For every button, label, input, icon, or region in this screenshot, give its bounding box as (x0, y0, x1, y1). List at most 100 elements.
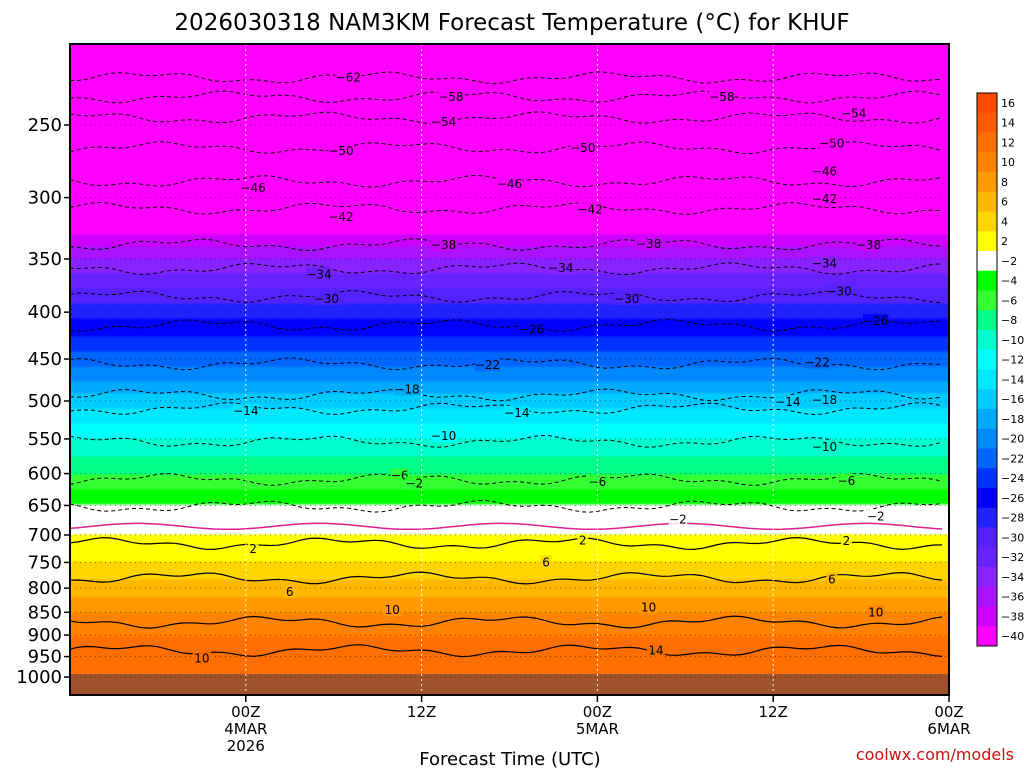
colorbar-label: −20 (1001, 433, 1024, 446)
contour-label-bg (233, 404, 259, 418)
contour-label: 6 (542, 555, 550, 569)
temperature-field (70, 44, 949, 695)
colorbar-label: −10 (1001, 334, 1024, 347)
x-tick-label: 6MAR (927, 720, 970, 738)
contour-label-bg (474, 358, 501, 372)
contour-label: −50 (819, 137, 844, 151)
colorbar-swatch (977, 547, 997, 568)
y-tick-label: 500 (28, 391, 62, 412)
ground-layer (70, 674, 949, 695)
isotherm-line (70, 174, 943, 188)
colorbar-swatch (977, 93, 997, 114)
colorbar-label: −38 (1001, 610, 1024, 623)
contour-label-bg (811, 256, 838, 270)
contour-label: −18 (812, 393, 837, 407)
isotherm-line (70, 536, 943, 551)
contour-label-bg (540, 555, 552, 569)
colorbar-label: 10 (1001, 156, 1015, 169)
contour-label: −42 (577, 202, 602, 216)
contour-label: −2 (867, 509, 885, 523)
colorbar-swatch (977, 488, 997, 509)
contour-label: −14 (504, 406, 529, 420)
contour-label-bg (577, 533, 589, 547)
contour-label: 2 (579, 534, 587, 548)
colorbar-swatch (977, 349, 997, 370)
colorbar-label: −36 (1001, 591, 1024, 604)
colorbar-label: −4 (1001, 275, 1017, 288)
contour-label: −6 (838, 474, 856, 488)
contour-label-bg (394, 382, 420, 396)
contour-label-bg (862, 314, 889, 328)
contour-label: −26 (519, 323, 544, 337)
colorbar-swatch (977, 172, 997, 193)
plot-area: −62−58 −58−54−54−50 −50 −50−46 −46−46−42−42−… (70, 44, 949, 695)
contour-label: 6 (828, 573, 836, 587)
contour-label: −30 (826, 285, 851, 299)
plot-frame (69, 43, 950, 696)
isotherm-line (70, 388, 943, 402)
contour-label-bg (588, 475, 607, 489)
contour-label: −46 (812, 165, 837, 179)
y-tick-label: 950 (28, 647, 62, 668)
colorbar-label: −22 (1001, 452, 1024, 465)
colorbar-label: −26 (1001, 492, 1024, 505)
x-tick-label: 4MAR (224, 720, 267, 738)
contour-label: −22 (804, 356, 829, 370)
colorbar-swatch (977, 626, 997, 647)
chart-title: 2026030318 NAM3KM Forecast Temperature (… (174, 10, 849, 36)
colorbar-swatch (977, 132, 997, 153)
contour-label: −10 (431, 429, 456, 443)
contour-label-bg (240, 181, 266, 195)
contour-label-bg (866, 509, 885, 523)
y-tick-label: 650 (28, 495, 62, 516)
x-tick-label: 00Z (583, 703, 612, 721)
contour-label: −62 (336, 71, 361, 85)
colorbar-label: 2 (1001, 235, 1008, 248)
x-tick-label: 00Z (934, 703, 963, 721)
contour-label-bg (390, 468, 409, 482)
isotherm-line (70, 71, 943, 85)
contour-label: −54 (431, 115, 456, 129)
colorbar-swatch (977, 231, 997, 252)
colorbar-swatch (977, 112, 997, 133)
colorbar-label: 4 (1001, 215, 1008, 228)
isotherm-line (70, 357, 943, 371)
y-tick-label: 1000 (16, 667, 62, 688)
colorbar-label: −16 (1001, 393, 1024, 406)
contour-label-bg (569, 141, 596, 155)
contour-label-bg (804, 355, 830, 369)
contour-label: 6 (286, 585, 294, 599)
colorbar-swatch (977, 211, 997, 232)
colorbar-label: 8 (1001, 176, 1008, 189)
colorbar-swatch (977, 369, 997, 390)
colorbar-swatch (977, 270, 997, 291)
colorbar-label: −40 (1001, 630, 1024, 643)
isotherm-line (70, 201, 943, 215)
contour-label-bg (328, 144, 354, 158)
colorbar-label: 14 (1001, 117, 1015, 130)
contour-label: −2 (669, 512, 687, 526)
contour-label-bg (646, 643, 666, 657)
contour-label: −58 (438, 90, 463, 104)
contour-label: −34 (548, 261, 573, 275)
contour-label-bg (430, 429, 457, 443)
x-tick-label: 12Z (407, 703, 436, 721)
contour-label: 10 (194, 652, 209, 666)
x-tick-label: 5MAR (576, 720, 619, 738)
contour-label-bg (284, 585, 296, 599)
colorbar-swatch (977, 448, 997, 469)
isotherm-line (70, 500, 943, 513)
colorbar-swatch (977, 468, 997, 489)
colorbar-swatch (977, 191, 997, 212)
contour-label: −14 (233, 404, 258, 418)
contour-label-bg (639, 600, 658, 614)
contour-label: −30 (614, 292, 639, 306)
contour-label: −46 (240, 181, 265, 195)
contour-label: −22 (475, 358, 500, 372)
contour-label: 10 (385, 603, 400, 617)
credit-text: coolwx.com/models (856, 745, 1014, 764)
contour-label-bg (430, 238, 457, 252)
isotherm-line (70, 644, 943, 658)
colorbar-label: −18 (1001, 413, 1024, 426)
